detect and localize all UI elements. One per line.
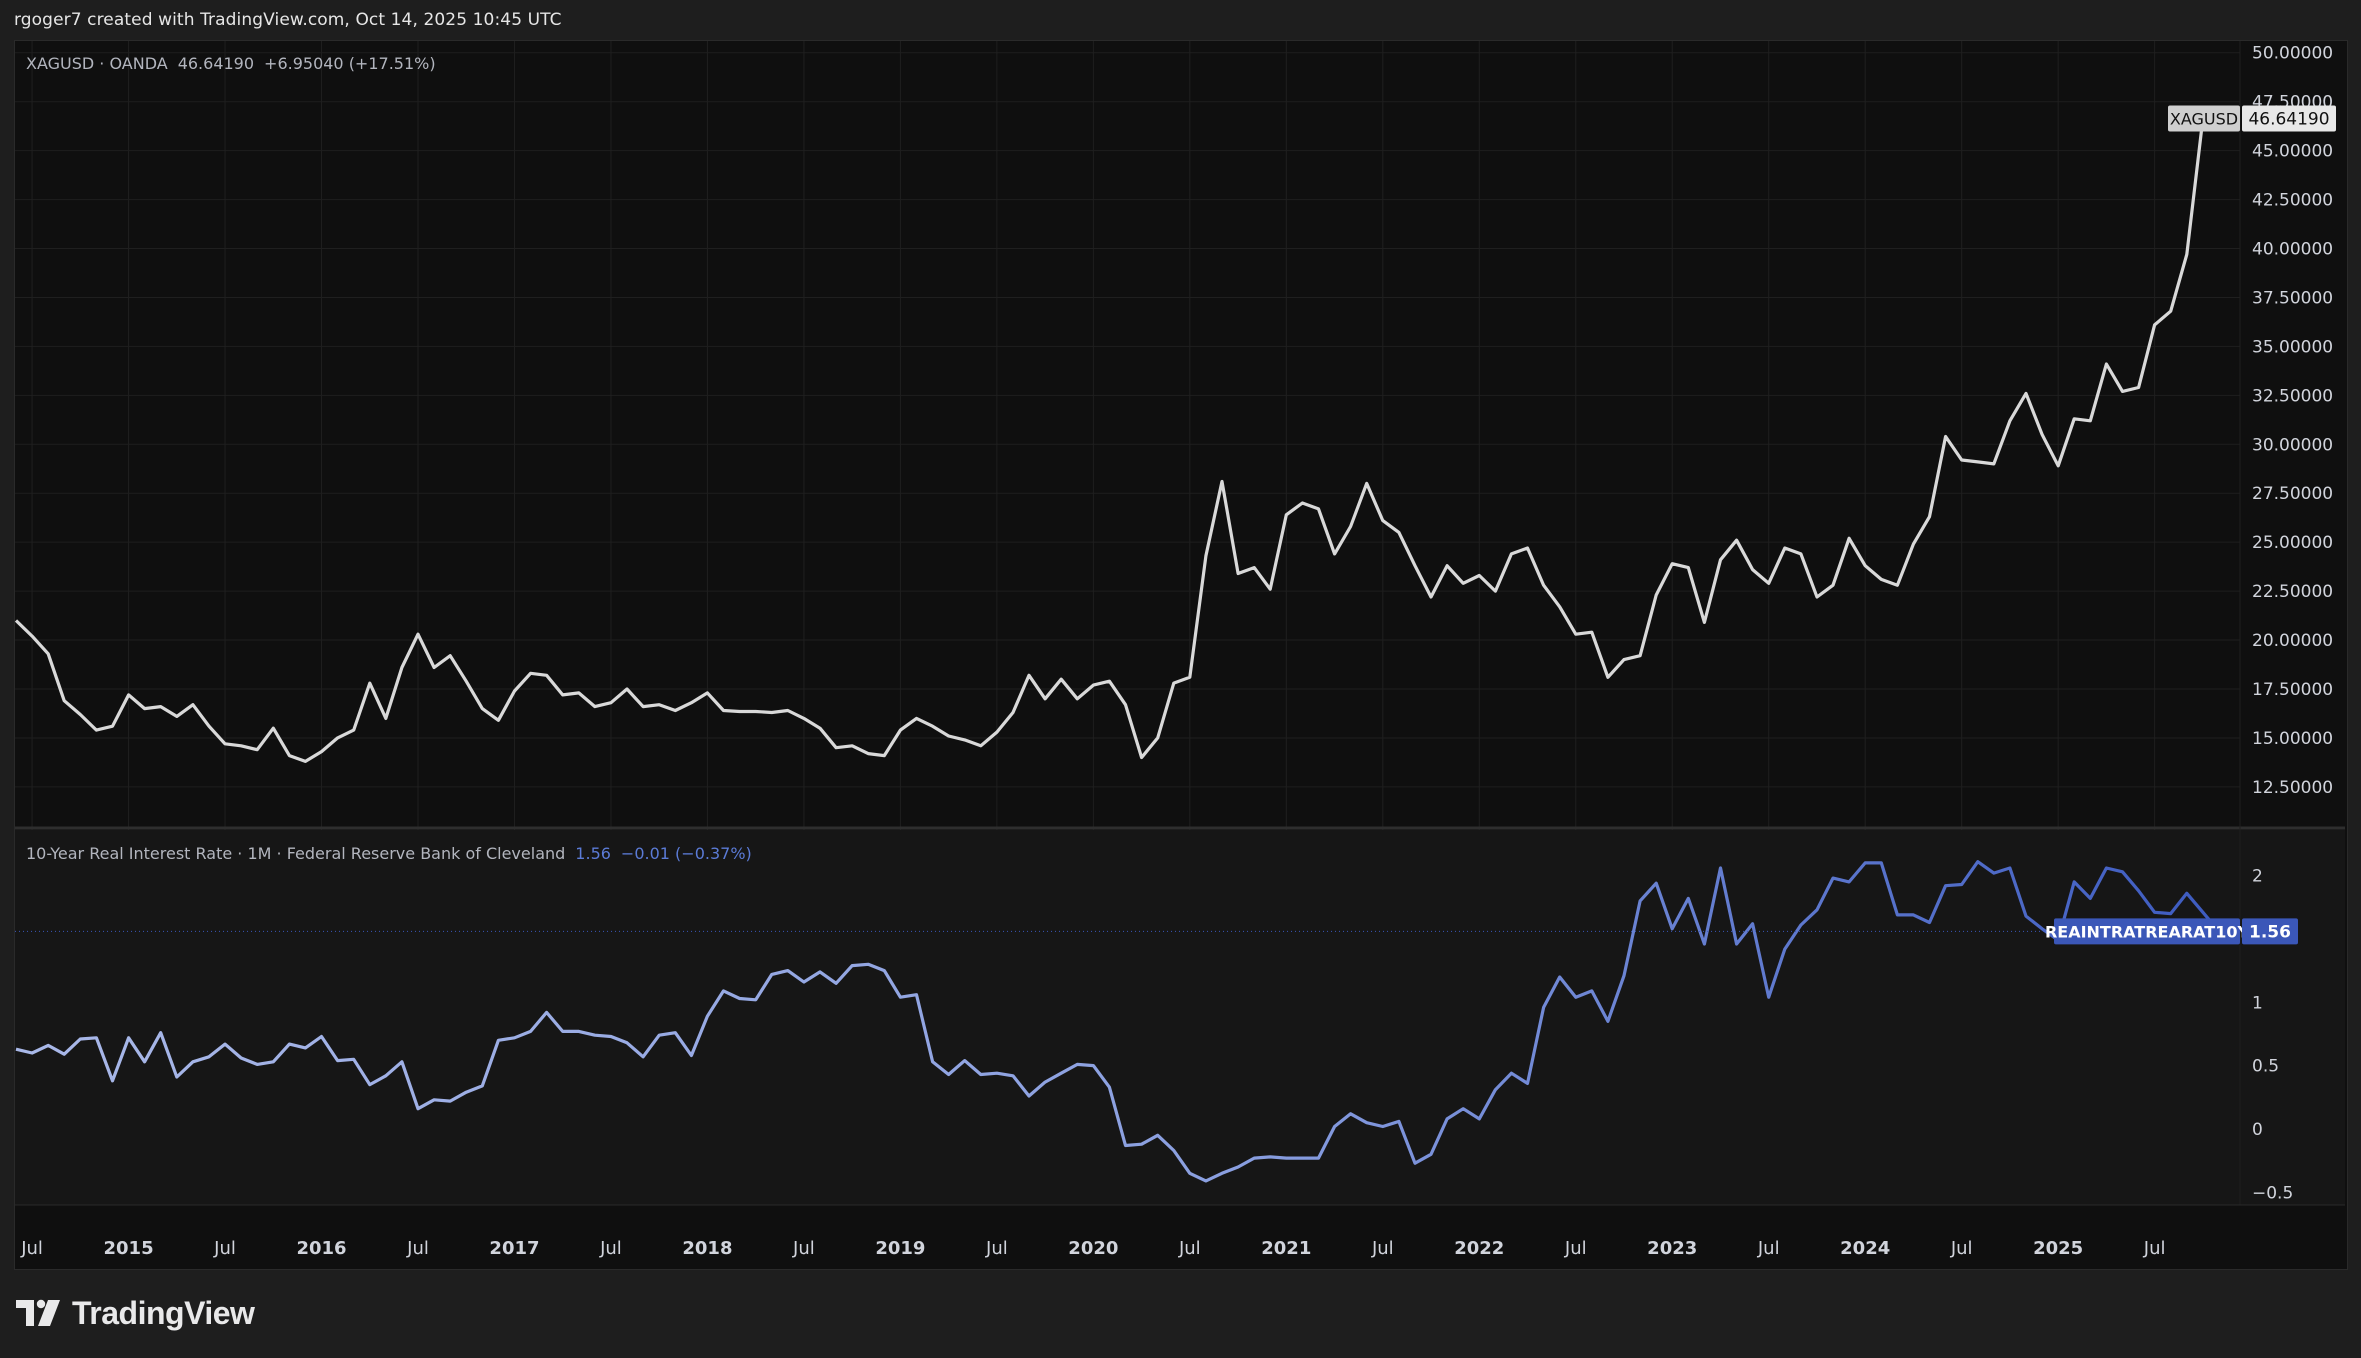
bottom-pane-background — [15, 830, 2345, 1205]
price-axis-tick-label: 30.00000 — [2252, 435, 2333, 455]
price-axis-xagusd[interactable]: 12.50000 15.00000 17.50000 20.00000 22.50000… — [2252, 44, 2333, 798]
real-rate-legend-symbol: 10-Year Real Interest Rate · 1M · Federa… — [26, 844, 566, 863]
time-axis-tick-label: 2020 — [1068, 1238, 1118, 1259]
time-axis-tick-label: 2019 — [875, 1238, 925, 1259]
xagusd-last-label-value: 46.64190 — [2248, 110, 2329, 130]
price-axis-tick-label: 27.50000 — [2252, 484, 2333, 504]
price-axis-tick-label: 25.00000 — [2252, 533, 2333, 553]
tradingview-logo-text: TradingView — [72, 1294, 255, 1331]
time-axis-tick-label: 2021 — [1261, 1238, 1311, 1259]
time-axis-tick-label: Jul — [599, 1238, 622, 1259]
real-rate-last-label: REAINTRATREARAT10Y 1.56 — [2045, 918, 2298, 945]
real-rate-legend[interactable]: 10-Year Real Interest Rate · 1M · Federa… — [26, 844, 752, 863]
time-axis-tick-label: 2022 — [1454, 1238, 1504, 1259]
xagusd-legend-change: +6.95040 (+17.51%) — [264, 54, 436, 73]
real-rate-last-label-name: REAINTRATREARAT10Y — [2045, 922, 2250, 941]
xagusd-legend[interactable]: XAGUSD · OANDA 46.64190 +6.95040 (+17.51%) — [26, 54, 436, 73]
price-axis-tick-label: 15.00000 — [2252, 729, 2333, 749]
chart-credit: rgoger7 created with TradingView.com, Oc… — [14, 10, 562, 30]
time-axis-tick-label: 2015 — [104, 1238, 154, 1259]
xagusd-legend-last: 46.64190 — [177, 54, 255, 73]
price-axis-tick-label: 20.00000 — [2252, 631, 2333, 651]
time-axis-tick-label: 2018 — [682, 1238, 732, 1259]
price-axis-tick-label: 32.50000 — [2252, 386, 2333, 406]
price-axis-tick-label: 2 — [2252, 867, 2263, 887]
xagusd-last-label: XAGUSD 46.64190 — [2168, 105, 2336, 132]
time-axis-tick-label: 2024 — [1840, 1238, 1890, 1259]
price-axis-tick-label: 42.50000 — [2252, 191, 2333, 211]
price-axis-tick-label: 40.00000 — [2252, 240, 2333, 260]
price-axis-tick-label: −0.5 — [2252, 1183, 2293, 1203]
price-axis-tick-label: 22.50000 — [2252, 582, 2333, 602]
time-axis-tick-label: Jul — [1178, 1238, 1201, 1259]
xagusd-series — [14, 118, 2205, 764]
real-rate-line — [15, 860, 2221, 1183]
time-axis-tick-label: Jul — [406, 1238, 429, 1259]
real-rate-legend-last: 1.56 — [575, 844, 611, 863]
time-axis-tick-label: 2023 — [1647, 1238, 1697, 1259]
time-axis-tick-label: Jul — [213, 1238, 236, 1259]
time-axis-tick-label: 2017 — [489, 1238, 539, 1259]
price-axis-real-rate[interactable]: −0.5 0 0.5 1 2 — [2252, 867, 2293, 1204]
price-axis-tick-label: 50.00000 — [2252, 44, 2333, 64]
time-axis-tick-label: Jul — [2143, 1238, 2166, 1259]
tradingview-logo-icon — [16, 1299, 60, 1326]
time-axis-tick-label: Jul — [20, 1238, 43, 1259]
time-axis-tick-label: Jul — [1757, 1238, 1780, 1259]
time-axis-tick-label: Jul — [1564, 1238, 1587, 1259]
real-rate-legend-change: −0.01 (−0.37%) — [620, 844, 752, 863]
price-axis-tick-label: 0.5 — [2252, 1057, 2279, 1077]
xagusd-legend-symbol: XAGUSD · OANDA — [26, 54, 168, 73]
time-axis-tick-label: Jul — [985, 1238, 1008, 1259]
time-axis[interactable]: Jul 2015 Jul 2016 Jul 2017 Jul 2018 Jul 2019 Jul 20… — [20, 1238, 2165, 1259]
price-axis-tick-label: 17.50000 — [2252, 680, 2333, 700]
price-axis-tick-label: 37.50000 — [2252, 288, 2333, 308]
xagusd-line — [14, 118, 2205, 764]
time-axis-tick-label: Jul — [792, 1238, 815, 1259]
real-rate-last-label-value: 1.56 — [2249, 922, 2291, 942]
time-axis-tick-label: 2016 — [296, 1238, 346, 1259]
price-axis-tick-label: 1 — [2252, 993, 2263, 1013]
price-axis-tick-label: 45.00000 — [2252, 142, 2333, 162]
price-axis-tick-label: 12.50000 — [2252, 778, 2333, 798]
time-axis-tick-label: 2025 — [2033, 1238, 2083, 1259]
time-axis-tick-label: Jul — [1371, 1238, 1394, 1259]
price-axis-tick-label: 35.00000 — [2252, 337, 2333, 357]
price-axis-tick-label: 0 — [2252, 1120, 2263, 1140]
time-axis-tick-label: Jul — [1950, 1238, 1973, 1259]
last-value-labels: XAGUSD 46.64190 REAINTRATREARAT10Y 1.56 — [2045, 105, 2336, 945]
xagusd-last-label-name: XAGUSD — [2170, 110, 2238, 129]
tradingview-logo[interactable]: TradingView — [16, 1294, 255, 1331]
real-rate-series — [15, 860, 2240, 1183]
